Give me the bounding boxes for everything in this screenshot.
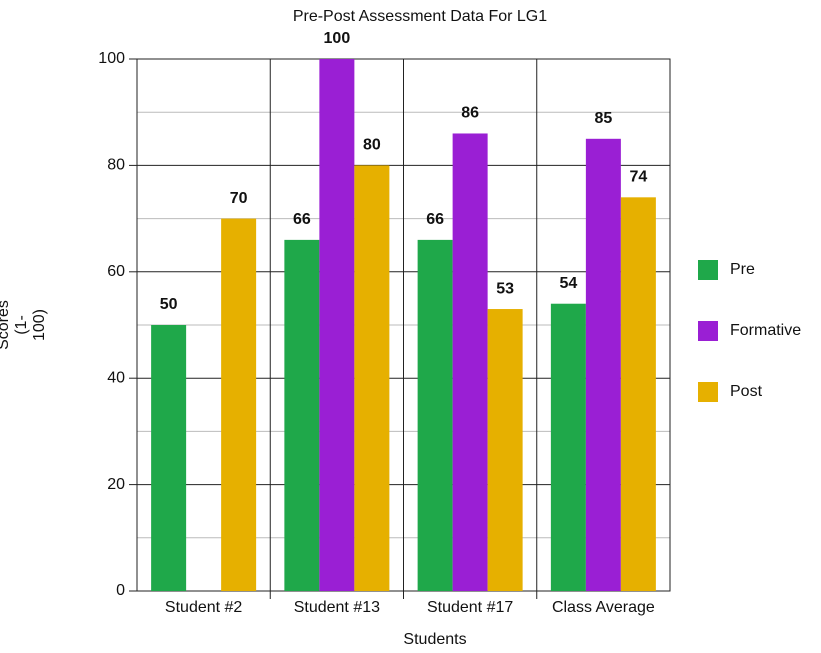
bar [550,303,586,591]
bar [585,138,621,592]
data-label: 66 [293,211,311,228]
data-label: 86 [461,105,479,122]
plot-frame [136,58,671,592]
x-axis-label: Students [403,631,466,648]
y-tick-label: 80 [107,157,125,174]
legend-label: Pre [730,261,755,278]
bar [417,239,453,591]
bar [487,309,523,591]
x-tick-label: Student #13 [294,599,380,616]
y-axis-label: Scores(1-100) [0,300,48,350]
y-tick-label: 20 [107,476,125,493]
y-tick-label: 0 [116,582,125,599]
data-label: 66 [426,211,444,228]
data-label: 80 [363,137,381,154]
x-tick-label: Class Average [552,599,655,616]
data-label: 53 [496,280,514,297]
y-tick-label: 100 [98,50,125,67]
legend-swatch [698,321,718,341]
data-label: 100 [324,30,351,47]
y-tick-label: 40 [107,369,125,386]
bar [319,59,355,591]
bar [221,218,257,591]
x-tick-label: Student #2 [165,599,243,616]
bar [284,239,320,591]
bar [151,325,187,591]
legend-label: Formative [730,322,801,339]
legend-swatch [698,382,718,402]
data-label: 50 [160,296,178,313]
data-label: 70 [230,190,248,207]
y-tick-label: 60 [107,263,125,280]
data-label: 74 [629,169,647,186]
data-label: 54 [559,275,577,292]
bar [452,133,488,592]
bar [620,197,656,591]
bar [354,165,390,591]
legend-label: Post [730,383,763,400]
x-tick-label: Student #17 [427,599,513,616]
data-label: 85 [594,110,612,127]
legend-swatch [698,260,718,280]
chart-title: Pre-Post Assessment Data For LG1 [293,8,547,25]
